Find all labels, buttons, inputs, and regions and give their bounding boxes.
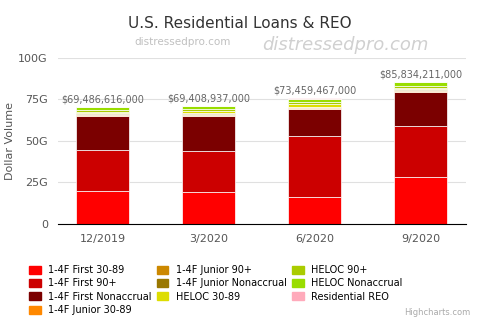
- Bar: [288, 109, 341, 136]
- Legend: 1-4F First 30-89, 1-4F First 90+, 1-4F First Nonaccrual, 1-4F Junior 30-89, 1-4F: 1-4F First 30-89, 1-4F First 90+, 1-4F F…: [29, 265, 403, 315]
- Text: $73,459,467,000: $73,459,467,000: [273, 86, 356, 96]
- Bar: [288, 108, 341, 109]
- Bar: [182, 114, 235, 115]
- Text: $69,486,616,000: $69,486,616,000: [61, 94, 144, 104]
- Bar: [76, 114, 129, 115]
- Bar: [288, 98, 341, 99]
- Bar: [288, 107, 341, 108]
- Text: Highcharts.com: Highcharts.com: [404, 308, 470, 317]
- Bar: [76, 110, 129, 112]
- Bar: [76, 116, 129, 150]
- Text: distressedpro.com: distressedpro.com: [134, 36, 230, 47]
- Text: U.S. Residential Loans & REO: U.S. Residential Loans & REO: [128, 16, 352, 31]
- Bar: [182, 192, 235, 224]
- Bar: [394, 82, 447, 85]
- Bar: [76, 115, 129, 116]
- Bar: [394, 88, 447, 89]
- Bar: [288, 104, 341, 107]
- Bar: [394, 85, 447, 88]
- Text: $85,834,211,000: $85,834,211,000: [379, 69, 462, 79]
- Bar: [182, 115, 235, 116]
- Bar: [76, 112, 129, 113]
- Bar: [76, 107, 129, 110]
- Bar: [394, 91, 447, 92]
- Bar: [394, 177, 447, 224]
- Bar: [76, 113, 129, 114]
- Bar: [182, 109, 235, 111]
- Bar: [76, 191, 129, 224]
- Bar: [288, 102, 341, 104]
- Bar: [182, 151, 235, 192]
- Y-axis label: Dollar Volume: Dollar Volume: [5, 102, 15, 180]
- Bar: [394, 90, 447, 91]
- Bar: [394, 126, 447, 177]
- Bar: [182, 113, 235, 114]
- Text: distressedpro.com: distressedpro.com: [263, 36, 429, 54]
- Bar: [182, 106, 235, 109]
- Bar: [288, 196, 341, 224]
- Bar: [182, 116, 235, 151]
- Bar: [394, 92, 447, 126]
- Bar: [394, 89, 447, 90]
- Text: $69,408,937,000: $69,408,937,000: [167, 93, 250, 103]
- Bar: [288, 99, 341, 102]
- Bar: [76, 150, 129, 191]
- Bar: [288, 136, 341, 196]
- Bar: [182, 111, 235, 113]
